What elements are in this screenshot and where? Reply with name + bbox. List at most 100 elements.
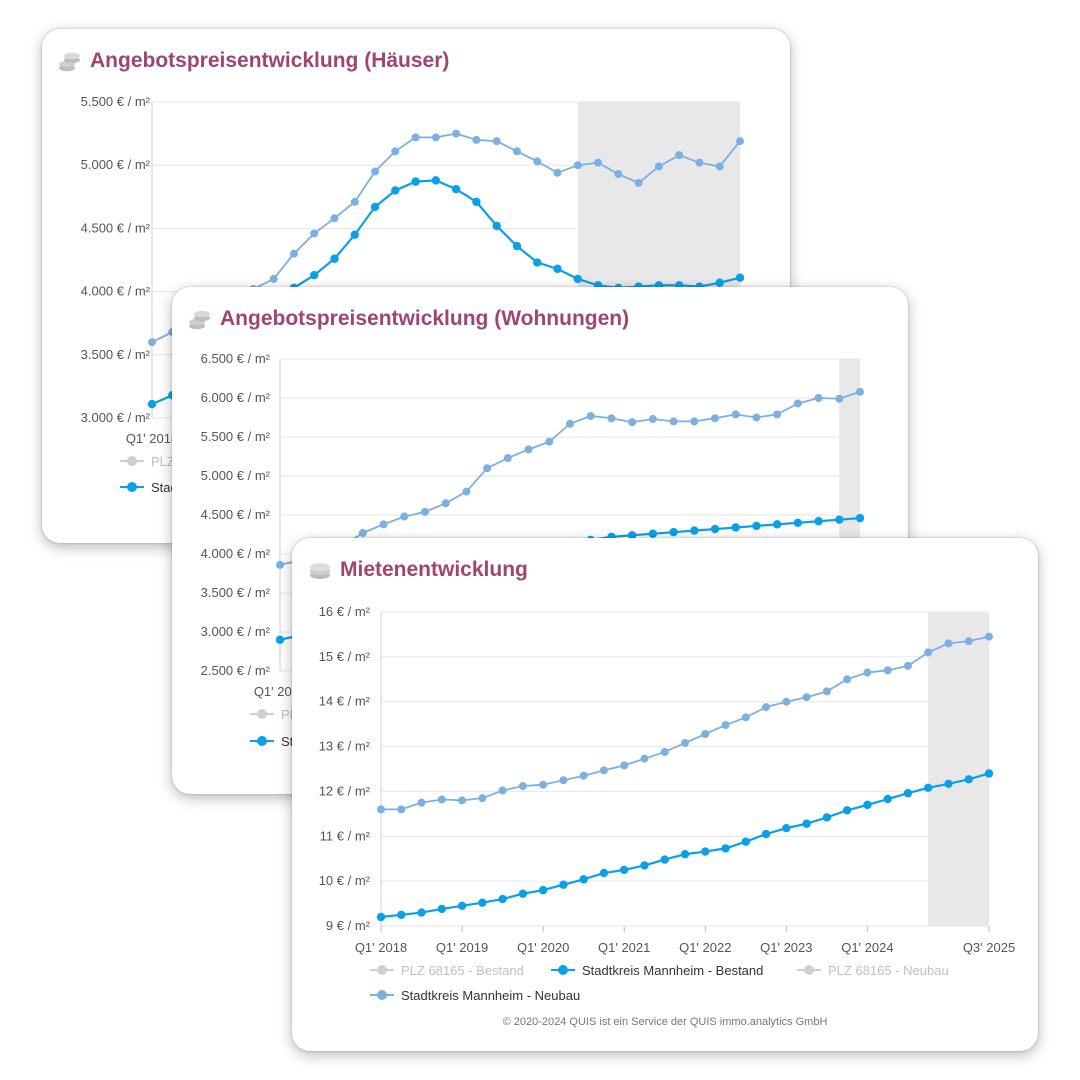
x-tick-label: Q3' 2025: [963, 940, 1015, 955]
y-tick-label: 2.500 € / m²: [201, 663, 271, 678]
legend-marker: [127, 482, 137, 492]
data-point: [573, 274, 582, 284]
data-point: [457, 901, 467, 911]
y-tick-label: 15 € / m²: [319, 649, 371, 664]
data-point: [441, 499, 450, 508]
data-point: [431, 176, 441, 185]
data-point: [835, 394, 844, 403]
data-point: [472, 135, 481, 144]
x-tick-label: Q1' 2022: [679, 940, 731, 955]
legend-marker: [127, 456, 137, 466]
data-point: [903, 661, 912, 670]
data-point: [822, 687, 831, 696]
data-point: [695, 158, 704, 167]
data-point: [377, 805, 385, 814]
data-point: [451, 185, 461, 194]
data-point: [782, 697, 791, 706]
data-point: [579, 875, 588, 884]
y-tick-label: 3.500 € / m²: [81, 347, 151, 362]
data-point: [350, 230, 359, 239]
data-point: [599, 766, 608, 775]
data-point: [483, 464, 492, 473]
data-point: [802, 693, 811, 702]
data-point: [599, 868, 609, 878]
chart-title: Angebotspreisentwicklung (Wohnungen): [220, 307, 630, 330]
legend-label: PLZ 68165 - Bestand: [401, 963, 524, 978]
data-point: [586, 411, 595, 420]
legend-label: PLZ 68165 - Neubau: [828, 963, 949, 978]
data-point: [498, 786, 507, 795]
data-point: [148, 338, 156, 347]
data-point: [289, 249, 298, 258]
data-point: [863, 800, 872, 810]
y-tick-label: 14 € / m²: [319, 694, 371, 709]
legend-marker: [804, 965, 814, 975]
x-tick-label: Q1' 2018: [355, 940, 407, 955]
data-point: [391, 186, 400, 195]
x-tick-label: Q1' 2021: [598, 940, 650, 955]
x-tick-label: Q1' 2019: [436, 940, 488, 955]
data-point: [437, 904, 446, 914]
data-point: [391, 147, 400, 156]
data-point: [458, 796, 467, 805]
data-point: [594, 158, 603, 167]
data-point: [472, 197, 481, 207]
data-point: [985, 632, 993, 641]
data-point: [648, 529, 658, 538]
x-tick-label: Q1' 2020: [517, 940, 569, 955]
data-point: [607, 414, 616, 423]
data-point: [715, 162, 724, 171]
data-point: [690, 526, 699, 535]
data-point: [573, 161, 582, 170]
y-tick-label: 4.500 € / m²: [201, 507, 271, 522]
y-tick-label: 5.500 € / m²: [81, 94, 151, 109]
data-point: [559, 776, 568, 785]
data-point: [835, 515, 844, 524]
data-point: [627, 531, 637, 540]
data-point: [822, 813, 832, 822]
legend-marker: [377, 990, 387, 1000]
chart-plot-mieten: 16 € / m² 15 € / m² 14 € / m² 13 € / m² 12 €…: [319, 604, 1015, 1003]
forecast-band: [928, 612, 989, 926]
y-tick-label: 9 € / m²: [326, 918, 371, 933]
data-point: [814, 517, 823, 526]
data-point: [856, 387, 864, 396]
data-point: [690, 417, 699, 426]
data-point: [545, 437, 554, 446]
copyright-text: © 2020-2024 QUIS ist ein Service der QUI…: [502, 1016, 828, 1028]
data-point: [669, 527, 678, 537]
data-point: [735, 273, 745, 282]
data-point: [842, 806, 852, 815]
data-point: [731, 523, 740, 532]
data-point: [553, 264, 562, 274]
data-point: [660, 747, 669, 756]
data-point: [614, 170, 623, 179]
data-point: [533, 258, 542, 267]
data-point: [411, 133, 420, 142]
data-point: [680, 850, 690, 859]
y-tick-label: 12 € / m²: [319, 783, 371, 798]
data-point: [640, 861, 649, 870]
data-point: [512, 147, 521, 156]
data-point: [903, 789, 913, 798]
data-point: [276, 560, 284, 569]
data-point: [883, 666, 892, 675]
series-line: [381, 635, 990, 811]
y-tick-label: 3.000 € / m²: [81, 410, 151, 425]
y-tick-label: 4.000 € / m²: [201, 546, 271, 561]
legend-marker: [257, 709, 267, 719]
data-point: [640, 754, 649, 763]
data-point: [358, 528, 367, 537]
y-tick-label: 16 € / m²: [319, 604, 371, 619]
data-point: [660, 855, 669, 864]
data-point: [964, 775, 973, 784]
data-point: [518, 782, 527, 791]
coin-stack-icon: [310, 563, 330, 579]
data-point: [275, 635, 285, 644]
data-point: [944, 779, 953, 789]
data-point: [397, 805, 406, 814]
data-point: [701, 730, 710, 739]
data-point: [350, 197, 359, 206]
data-point: [944, 639, 953, 648]
data-point: [741, 713, 750, 722]
